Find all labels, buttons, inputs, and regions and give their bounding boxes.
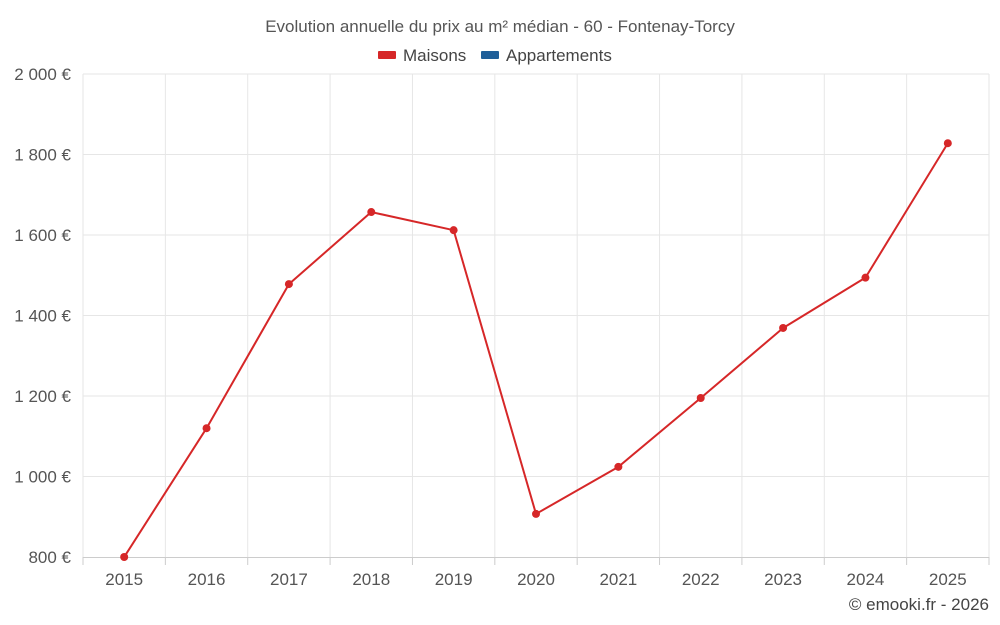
data-point-maisons-2015[interactable] [120, 553, 129, 561]
data-point-maisons-2018[interactable] [367, 208, 376, 217]
grid [82, 73, 990, 557]
legend-item-maisons[interactable]: Maisons [378, 46, 466, 65]
y-tick-label: 800 € [28, 548, 71, 567]
y-tick-label: 1 800 € [14, 146, 71, 165]
data-point-maisons-2019[interactable] [449, 226, 458, 235]
data-point-maisons-2023[interactable] [779, 323, 788, 332]
x-tick-label: 2017 [270, 570, 308, 589]
x-tick-label: 2020 [517, 570, 555, 589]
data-point-maisons-2016[interactable] [202, 424, 211, 433]
y-tick-label: 1 000 € [14, 468, 71, 487]
legend-swatch-maisons [378, 51, 396, 59]
x-tick-label: 2018 [352, 570, 390, 589]
x-tick-label: 2025 [929, 570, 967, 589]
y-tick-label: 1 200 € [14, 387, 71, 406]
data-point-maisons-2021[interactable] [614, 462, 623, 471]
data-point-maisons-2025[interactable] [943, 139, 952, 148]
legend: Maisons Appartements [378, 46, 612, 65]
axes: 800 € 1 000 € 1 200 € 1 400 € 1 600 € 1 800 €… [14, 65, 990, 589]
x-tick-label: 2016 [188, 570, 226, 589]
credit-text: © emooki.fr - 2026 [849, 595, 989, 614]
legend-label-maisons: Maisons [403, 46, 466, 65]
x-tick-label: 2022 [682, 570, 720, 589]
legend-swatch-appartements [481, 51, 499, 59]
x-tick-label: 2015 [105, 570, 143, 589]
series-layer [120, 139, 952, 561]
chart-title: Evolution annuelle du prix au m² médian … [265, 17, 735, 36]
legend-label-appartements: Appartements [506, 46, 612, 65]
x-tick-label: 2019 [435, 570, 473, 589]
legend-item-appartements[interactable]: Appartements [481, 46, 612, 65]
data-point-maisons-2020[interactable] [532, 509, 540, 518]
data-point-maisons-2017[interactable] [284, 280, 293, 289]
x-tick-label: 2023 [764, 570, 802, 589]
x-tick-label: 2021 [599, 570, 637, 589]
y-tick-label: 2 000 € [14, 65, 71, 84]
y-tick-label: 1 400 € [14, 307, 71, 326]
data-point-maisons-2024[interactable] [861, 273, 870, 282]
data-point-maisons-2022[interactable] [696, 394, 705, 403]
y-tick-label: 1 600 € [14, 226, 71, 245]
x-tick-label: 2024 [847, 570, 885, 589]
